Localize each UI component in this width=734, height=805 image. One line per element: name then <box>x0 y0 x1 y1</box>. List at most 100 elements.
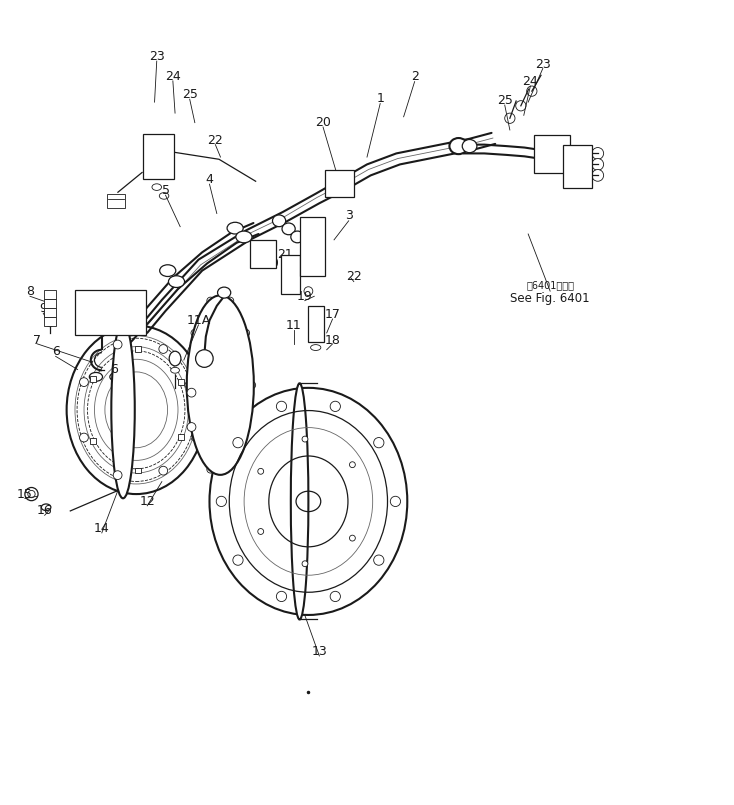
Circle shape <box>592 170 603 181</box>
Circle shape <box>374 438 384 448</box>
Text: 22: 22 <box>346 270 362 283</box>
Ellipse shape <box>170 351 181 365</box>
FancyBboxPatch shape <box>281 254 300 294</box>
Text: 22: 22 <box>208 134 223 147</box>
Circle shape <box>28 490 35 497</box>
Text: 20: 20 <box>315 116 331 129</box>
Ellipse shape <box>112 321 135 498</box>
Circle shape <box>277 401 286 411</box>
Ellipse shape <box>45 311 55 318</box>
Text: 23: 23 <box>149 50 164 64</box>
Circle shape <box>242 434 250 441</box>
Circle shape <box>207 466 214 473</box>
Circle shape <box>349 535 355 541</box>
FancyBboxPatch shape <box>563 145 592 188</box>
Circle shape <box>302 561 308 567</box>
Bar <box>178 379 184 386</box>
Circle shape <box>195 349 213 367</box>
Circle shape <box>349 462 355 468</box>
Ellipse shape <box>291 231 304 243</box>
Text: 15: 15 <box>17 488 33 501</box>
Text: 17: 17 <box>324 308 341 321</box>
Circle shape <box>258 529 264 535</box>
Ellipse shape <box>236 231 252 243</box>
Ellipse shape <box>291 383 308 620</box>
Circle shape <box>187 423 196 431</box>
Circle shape <box>25 488 38 501</box>
Circle shape <box>390 496 401 506</box>
Circle shape <box>233 555 243 565</box>
Ellipse shape <box>41 504 51 510</box>
Text: 2: 2 <box>411 70 418 83</box>
Ellipse shape <box>110 373 123 382</box>
FancyBboxPatch shape <box>44 308 56 317</box>
FancyBboxPatch shape <box>44 299 56 308</box>
Circle shape <box>258 469 264 474</box>
Circle shape <box>505 114 515 123</box>
Circle shape <box>302 436 308 442</box>
Text: 11A: 11A <box>186 314 211 327</box>
Text: 19: 19 <box>297 290 313 303</box>
Ellipse shape <box>171 367 179 374</box>
FancyBboxPatch shape <box>300 217 325 276</box>
FancyBboxPatch shape <box>44 291 56 299</box>
Text: 9: 9 <box>39 302 47 316</box>
Ellipse shape <box>217 287 230 298</box>
Text: 3: 3 <box>345 209 352 222</box>
Ellipse shape <box>169 276 184 287</box>
Ellipse shape <box>462 139 477 153</box>
Ellipse shape <box>90 373 103 382</box>
Text: 23: 23 <box>535 57 550 71</box>
Circle shape <box>304 287 313 295</box>
Text: 第6401図参照: 第6401図参照 <box>526 280 574 291</box>
Bar <box>90 376 96 382</box>
Circle shape <box>113 341 122 349</box>
Ellipse shape <box>160 265 175 276</box>
Circle shape <box>277 592 286 601</box>
Text: 18: 18 <box>324 334 341 347</box>
Text: 25: 25 <box>182 89 197 101</box>
Circle shape <box>516 101 526 111</box>
Circle shape <box>233 438 243 448</box>
Circle shape <box>191 434 198 441</box>
FancyBboxPatch shape <box>44 317 56 325</box>
Circle shape <box>374 555 384 565</box>
Circle shape <box>592 159 603 171</box>
FancyBboxPatch shape <box>324 170 354 196</box>
Ellipse shape <box>186 295 254 475</box>
Text: See Fig. 6401: See Fig. 6401 <box>510 292 590 305</box>
Ellipse shape <box>159 192 169 199</box>
Text: 25: 25 <box>497 94 512 107</box>
Text: 10: 10 <box>264 257 280 270</box>
Bar <box>135 468 141 473</box>
Circle shape <box>113 471 122 480</box>
Text: 24: 24 <box>165 70 181 83</box>
Circle shape <box>310 250 316 255</box>
Circle shape <box>330 592 341 601</box>
Circle shape <box>330 401 341 411</box>
Text: 21: 21 <box>277 248 293 261</box>
Circle shape <box>159 345 167 353</box>
Text: 4: 4 <box>206 172 214 186</box>
Ellipse shape <box>282 223 295 235</box>
Circle shape <box>185 382 192 389</box>
Ellipse shape <box>46 320 54 327</box>
Bar <box>135 346 141 352</box>
FancyBboxPatch shape <box>250 240 276 268</box>
Circle shape <box>310 227 316 233</box>
Text: 8: 8 <box>26 285 34 298</box>
Text: 14: 14 <box>94 522 109 535</box>
FancyBboxPatch shape <box>143 134 173 179</box>
Text: 12: 12 <box>139 495 155 508</box>
Text: 6: 6 <box>110 363 118 376</box>
Circle shape <box>248 382 255 389</box>
Circle shape <box>207 297 214 304</box>
Text: 6: 6 <box>51 345 59 357</box>
Text: 24: 24 <box>523 75 538 88</box>
Circle shape <box>217 496 227 506</box>
Text: 1: 1 <box>377 92 384 105</box>
Circle shape <box>159 466 167 475</box>
FancyBboxPatch shape <box>308 306 324 341</box>
Text: 11: 11 <box>286 319 302 332</box>
Circle shape <box>527 86 537 97</box>
